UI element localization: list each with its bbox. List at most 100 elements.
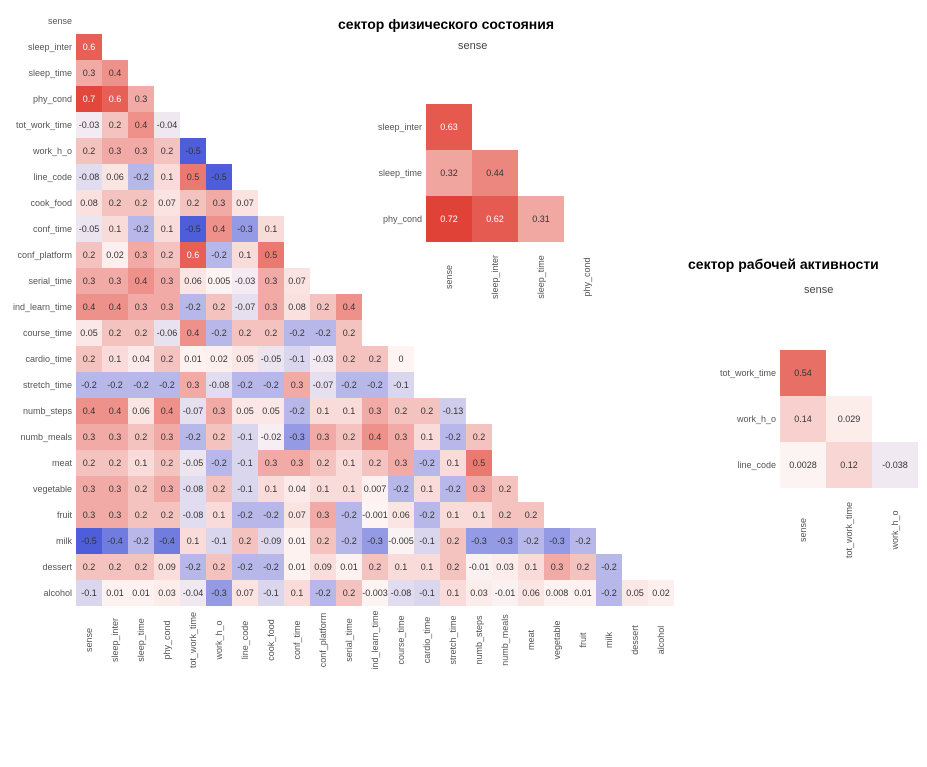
heatmap-cell <box>596 34 622 60</box>
heatmap-cell <box>310 34 336 60</box>
heatmap-cell: 0.1 <box>414 554 440 580</box>
heatmap-cell <box>622 450 648 476</box>
heatmap-cell: -0.05 <box>76 216 102 242</box>
heatmap-cell: 0.2 <box>336 346 362 372</box>
heatmap-cell <box>570 398 596 424</box>
heatmap-cell: 0.4 <box>102 60 128 86</box>
heatmap-cell: -0.5 <box>76 528 102 554</box>
heatmap-cell: 0.4 <box>128 112 154 138</box>
y-axis-label: numb_steps <box>8 398 76 424</box>
heatmap-cell: -0.08 <box>206 372 232 398</box>
heatmap-cell: -0.1 <box>258 580 284 606</box>
heatmap-cell: -0.1 <box>76 580 102 606</box>
heatmap-cell: -0.3 <box>492 528 518 554</box>
heatmap-cell: -0.005 <box>388 528 414 554</box>
heatmap-cell: 0.2 <box>440 554 466 580</box>
heatmap-cell: -0.1 <box>414 580 440 606</box>
heatmap-cell: 0.4 <box>154 398 180 424</box>
heatmap-cell: 0.2 <box>388 398 414 424</box>
heatmap-cell: -0.2 <box>128 528 154 554</box>
heatmap-cell: 0.09 <box>310 554 336 580</box>
heatmap-cell <box>622 86 648 112</box>
heatmap-cell <box>564 150 610 196</box>
heatmap-cell <box>362 34 388 60</box>
heatmap-cell <box>622 112 648 138</box>
heatmap-cell: -0.2 <box>440 424 466 450</box>
heatmap-cell: 0.6 <box>76 34 102 60</box>
heatmap-cell <box>622 502 648 528</box>
heatmap-cell: 0.2 <box>128 190 154 216</box>
heatmap-cell <box>622 8 648 34</box>
heatmap-cell <box>648 112 674 138</box>
heatmap-cell <box>154 86 180 112</box>
heatmap-cell <box>622 320 648 346</box>
heatmap-cell <box>466 398 492 424</box>
heatmap-cell <box>544 424 570 450</box>
heatmap-cell: 0.3 <box>258 268 284 294</box>
x-axis-label: alcohol <box>627 627 695 653</box>
heatmap-cell <box>648 268 674 294</box>
y-axis-label: line_code <box>684 442 780 488</box>
heatmap-cell: -0.1 <box>388 372 414 398</box>
y-axis-label: course_time <box>8 320 76 346</box>
y-axis-label: work_h_o <box>8 138 76 164</box>
heatmap-cell: 0.2 <box>362 450 388 476</box>
heatmap-cell: -0.2 <box>440 476 466 502</box>
heatmap-cell <box>492 8 518 34</box>
heatmap-cell: 0.1 <box>440 580 466 606</box>
heatmap-cell: 0.2 <box>492 502 518 528</box>
heatmap-cell <box>492 34 518 60</box>
heatmap-cell <box>518 346 544 372</box>
heatmap-cell <box>388 34 414 60</box>
heatmap-cell <box>206 86 232 112</box>
heatmap-cell <box>206 138 232 164</box>
y-axis-label: phy_cond <box>8 86 76 112</box>
heatmap-cell <box>466 372 492 398</box>
heatmap-cell: -0.001 <box>362 502 388 528</box>
heatmap-cell: 0.05 <box>622 580 648 606</box>
heatmap-cell: -0.09 <box>258 528 284 554</box>
heatmap-cell: 0.72 <box>426 196 472 242</box>
heatmap-cell: 0.1 <box>336 398 362 424</box>
heatmap-cell: 0.14 <box>780 396 826 442</box>
heatmap-cell <box>780 304 826 350</box>
heatmap-cell <box>622 190 648 216</box>
heatmap-cell: 0.1 <box>258 216 284 242</box>
heatmap-cell <box>826 350 872 396</box>
heatmap-cell <box>648 398 674 424</box>
heatmap-cell: 0.3 <box>76 476 102 502</box>
heatmap-cell <box>622 60 648 86</box>
heatmap-cell: 0.1 <box>440 450 466 476</box>
heatmap-cell <box>492 450 518 476</box>
heatmap-cell: 0.3 <box>206 398 232 424</box>
heatmap-cell <box>362 8 388 34</box>
heatmap-cell: 0.2 <box>102 190 128 216</box>
heatmap-cell <box>284 60 310 86</box>
heatmap-cell: -0.2 <box>284 320 310 346</box>
heatmap-cell: 0.3 <box>128 138 154 164</box>
heatmap-cell: 0.03 <box>154 580 180 606</box>
heatmap-cell: -0.2 <box>388 476 414 502</box>
heatmap-cell <box>872 304 918 350</box>
heatmap-cell: -0.03 <box>76 112 102 138</box>
heatmap-cell <box>206 60 232 86</box>
heatmap-cell: 0.31 <box>518 196 564 242</box>
heatmap-cell: 0.1 <box>102 346 128 372</box>
heatmap-cell: 0.4 <box>102 398 128 424</box>
heatmap-cell <box>414 346 440 372</box>
heatmap-cell <box>564 196 610 242</box>
heatmap-cell <box>622 268 648 294</box>
heatmap-cell <box>648 320 674 346</box>
heatmap-cell <box>622 216 648 242</box>
heatmap-cell: 0.04 <box>128 346 154 372</box>
heatmap-cell <box>518 320 544 346</box>
heatmap-cell: -0.08 <box>180 476 206 502</box>
heatmap-cell: 0.07 <box>284 268 310 294</box>
heatmap-cell: 0.1 <box>102 216 128 242</box>
y-axis-label: line_code <box>8 164 76 190</box>
heatmap-cell <box>518 150 564 196</box>
heatmap-cell: 0.07 <box>232 580 258 606</box>
y-axis-label: serial_time <box>8 268 76 294</box>
heatmap-cell <box>76 8 102 34</box>
heatmap-cell: 0.07 <box>154 190 180 216</box>
